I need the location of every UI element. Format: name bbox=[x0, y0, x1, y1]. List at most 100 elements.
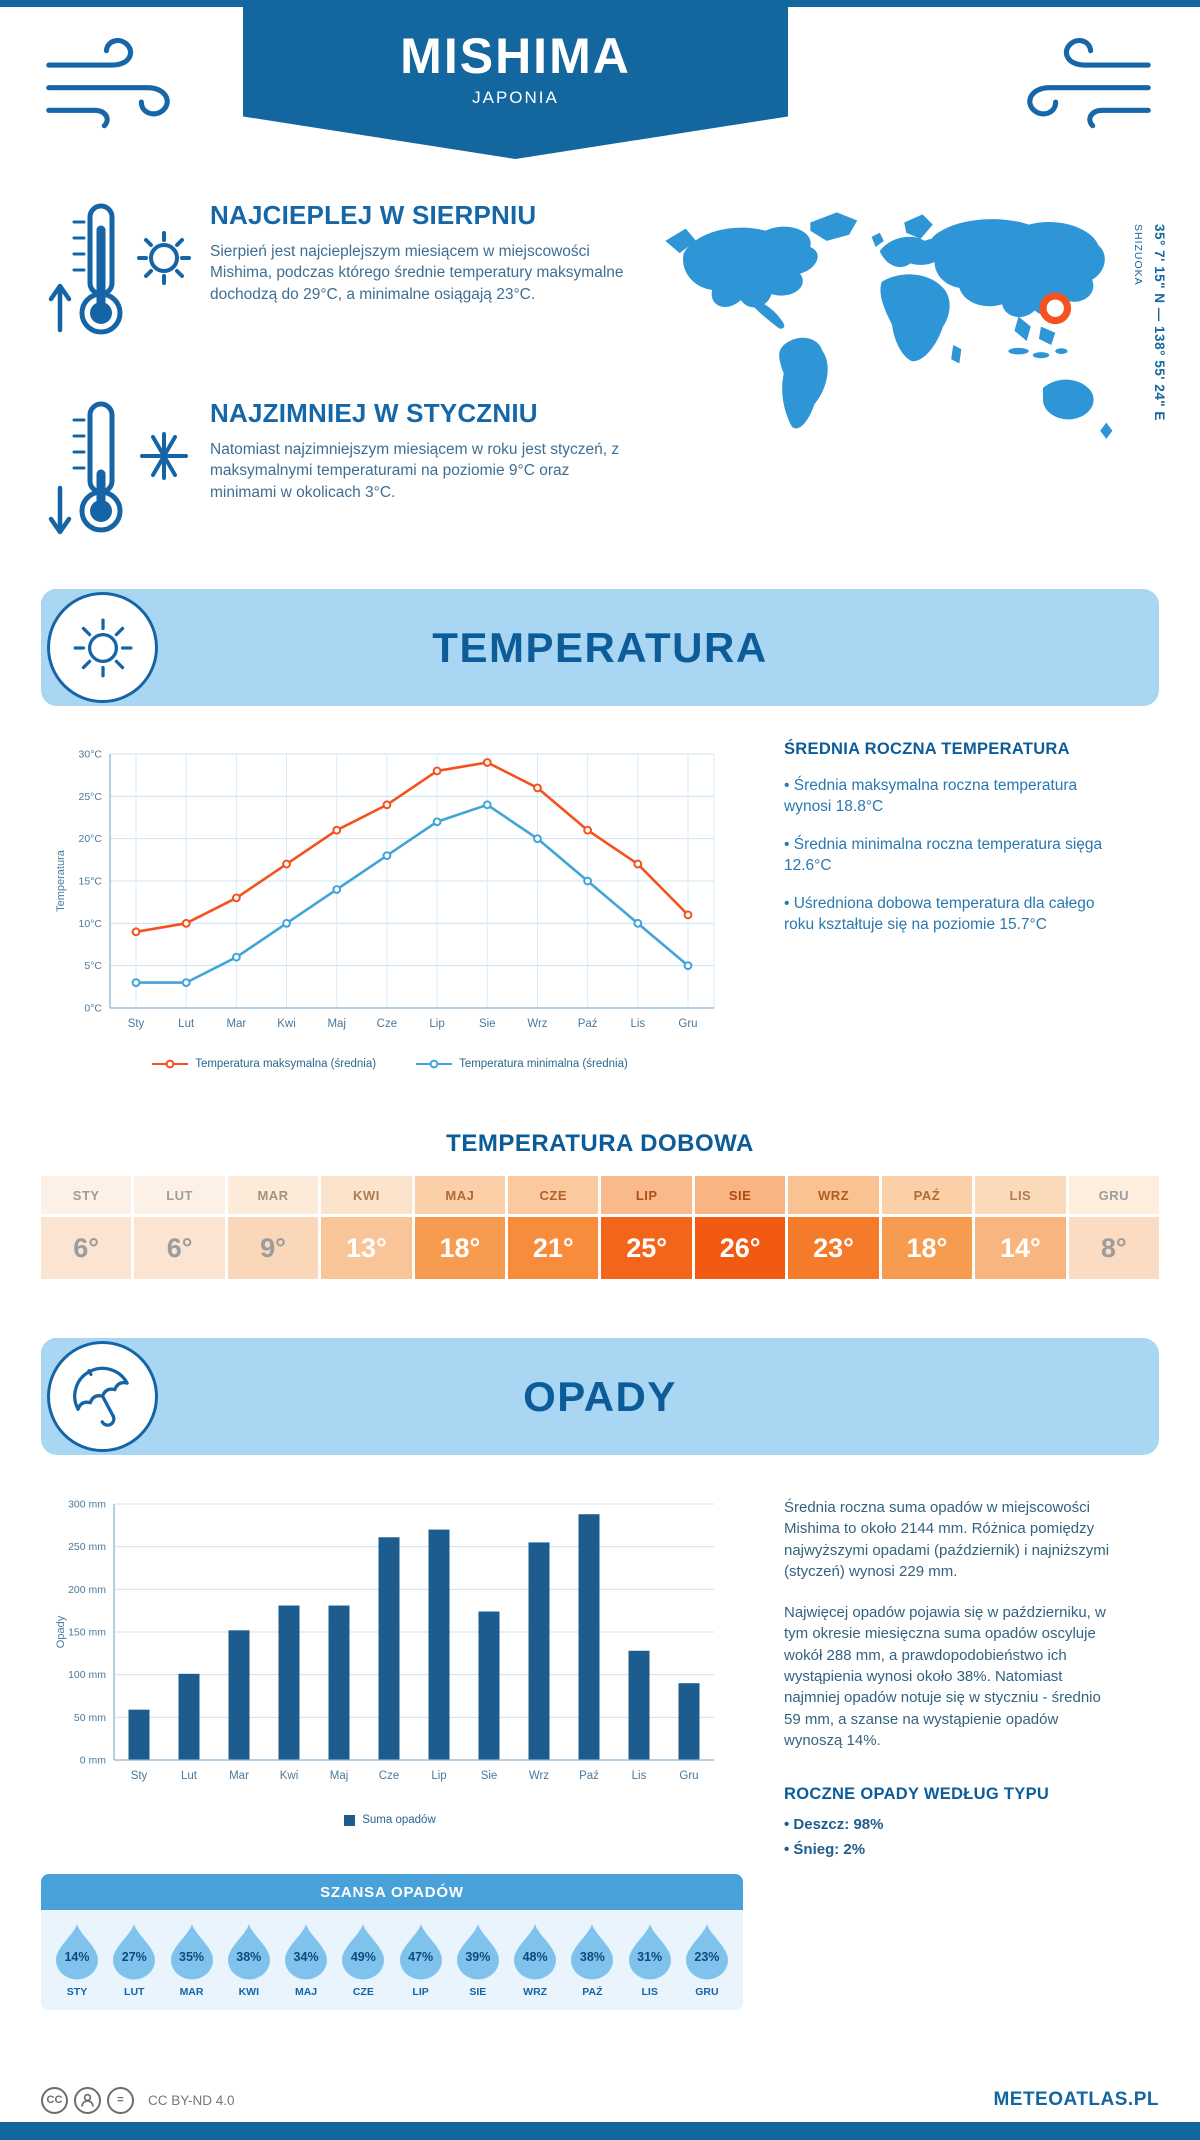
daily-temp-column: KWI 13° bbox=[321, 1176, 412, 1279]
daily-temp-value: 18° bbox=[881, 1217, 973, 1279]
rain-chance-month: SIE bbox=[469, 1986, 487, 1998]
precipitation-chart-legend: Suma opadów bbox=[50, 1814, 730, 1826]
temperature-chart: 0°C 5°C 10°C 15°C 20°C 25°C 30°C Sty Lut Mar Kwi Ma… bbox=[50, 738, 730, 1050]
sun-icon bbox=[137, 231, 191, 285]
raindrop-icon: 38% bbox=[569, 1922, 615, 1980]
daily-temp-column: MAR 9° bbox=[227, 1176, 319, 1279]
svg-text:Sty: Sty bbox=[128, 1018, 145, 1030]
rain-chance-value: 39% bbox=[465, 1950, 491, 1964]
rain-chance-month: KWI bbox=[238, 1986, 259, 1998]
rain-chance-month: CZE bbox=[352, 1986, 374, 1998]
rain-chance-item: 39% SIE bbox=[452, 1922, 504, 1998]
svg-text:0°C: 0°C bbox=[84, 1003, 102, 1015]
svg-text:Cze: Cze bbox=[377, 1018, 397, 1030]
wind-icon bbox=[1027, 37, 1151, 129]
temperature-bullet: • Średnia minimalna roczna temperatura s… bbox=[784, 835, 1103, 874]
rain-chance-item: 23% GRU bbox=[681, 1922, 733, 1998]
temperature-section-title: TEMPERATURA bbox=[432, 623, 768, 671]
rain-chance-month: PAŹ bbox=[582, 1986, 603, 1998]
band-background bbox=[41, 589, 1159, 706]
daily-temp-month: KWI bbox=[321, 1176, 412, 1214]
svg-text:Lis: Lis bbox=[630, 1018, 645, 1030]
daily-temp-value: 25° bbox=[601, 1217, 692, 1279]
svg-text:200 mm: 200 mm bbox=[68, 1584, 106, 1596]
daily-temp-column: STY 6° bbox=[41, 1176, 132, 1279]
svg-text:Gru: Gru bbox=[678, 1018, 697, 1030]
daily-temp-value: 6° bbox=[41, 1217, 132, 1279]
svg-text:300 mm: 300 mm bbox=[68, 1499, 106, 1511]
rain-chance-item: 48% WRZ bbox=[509, 1922, 561, 1998]
daily-temp-month: CZE bbox=[508, 1176, 599, 1214]
temperature-summary: ŚREDNIA ROCZNA TEMPERATURA • Średnia mak… bbox=[784, 740, 1119, 936]
svg-text:Lut: Lut bbox=[178, 1018, 195, 1030]
daily-temp-month: GRU bbox=[1068, 1176, 1159, 1214]
rain-chance-value: 38% bbox=[579, 1950, 605, 1964]
svg-text:Sie: Sie bbox=[479, 1018, 496, 1030]
svg-text:Wrz: Wrz bbox=[527, 1018, 547, 1030]
precipitation-section-title: OPADY bbox=[523, 1372, 677, 1420]
daily-temp-month: MAR bbox=[227, 1176, 319, 1214]
daily-temp-column: SIE 26° bbox=[694, 1176, 786, 1279]
rain-chance-panel: SZANSA OPADÓW 14% STY 27% LUT 35% MAR 38% KWI 34… bbox=[41, 1874, 743, 2010]
svg-text:250 mm: 250 mm bbox=[68, 1541, 106, 1553]
rain-chance-item: 47% LIP bbox=[395, 1922, 447, 1998]
daily-temp-month: SIE bbox=[694, 1176, 786, 1214]
rain-chance-item: 27% LUT bbox=[108, 1922, 160, 1998]
rain-chance-value: 35% bbox=[179, 1950, 205, 1964]
svg-text:150 mm: 150 mm bbox=[68, 1627, 106, 1639]
precipitation-summary: Średnia roczna suma opadów w miejscowośc… bbox=[784, 1497, 1119, 1858]
svg-text:30°C: 30°C bbox=[79, 749, 103, 761]
temperature-line-chart: 0°C 5°C 10°C 15°C 20°C 25°C 30°C Sty Lut Mar Kwi Ma… bbox=[55, 749, 715, 1030]
daily-temp-month: LUT bbox=[134, 1176, 225, 1214]
rain-chance-item: 38% KWI bbox=[223, 1922, 275, 1998]
arrow-down-icon bbox=[48, 485, 72, 535]
rain-chance-item: 38% PAŹ bbox=[566, 1922, 618, 1998]
svg-text:Sie: Sie bbox=[481, 1770, 498, 1782]
raindrop-icon: 23% bbox=[684, 1922, 730, 1980]
precipitation-paragraph: Najwięcej opadów pojawia się w październ… bbox=[784, 1604, 1106, 1749]
raindrop-icon: 31% bbox=[627, 1922, 673, 1980]
precipitation-chart: 0 mm 50 mm 100 mm 150 mm 200 mm 250 mm 300 mm S… bbox=[50, 1490, 730, 1802]
wind-icon bbox=[46, 37, 170, 129]
raindrop-icon: 35% bbox=[169, 1922, 215, 1980]
precipitation-section-header: OPADY bbox=[41, 1338, 1159, 1455]
rain-chance-value: 27% bbox=[121, 1950, 147, 1964]
world-map bbox=[665, 212, 1113, 439]
svg-text:Opady: Opady bbox=[55, 1615, 67, 1648]
daily-temp-column: LUT 6° bbox=[134, 1176, 225, 1279]
temperature-summary-heading: ŚREDNIA ROCZNA TEMPERATURA bbox=[784, 740, 1070, 758]
band-icon-holder bbox=[47, 1341, 158, 1452]
band-background bbox=[41, 1338, 1159, 1455]
daily-temp-column: MAJ 18° bbox=[414, 1176, 506, 1279]
page-title: MISHIMA bbox=[400, 28, 631, 84]
cc-icon: CC bbox=[41, 2086, 68, 2114]
raindrop-icon: 34% bbox=[283, 1922, 329, 1980]
rain-chance-month: LIP bbox=[412, 1986, 429, 1998]
raindrop-icon: 47% bbox=[398, 1922, 444, 1980]
title-banner: MISHIMA JAPONIA bbox=[243, 7, 788, 159]
daily-temp-column: LIP 25° bbox=[601, 1176, 692, 1279]
temperature-bullet: • Uśredniona dobowa temperatura dla całe… bbox=[784, 894, 1095, 933]
svg-text:Paź: Paź bbox=[579, 1770, 599, 1782]
svg-text:Sty: Sty bbox=[131, 1770, 148, 1782]
temperature-section-header: TEMPERATURA bbox=[41, 589, 1159, 706]
rain-chance-month: LUT bbox=[124, 1986, 145, 1998]
daily-temp-month: WRZ bbox=[788, 1176, 879, 1214]
legend-item: Temperatura minimalna (średnia) bbox=[416, 1058, 628, 1070]
map-coordinates: 35° 7' 15" N — 138° 55' 24" E bbox=[1152, 224, 1167, 421]
raindrop-icon: 49% bbox=[340, 1922, 386, 1980]
daily-temp-month: LIP bbox=[601, 1176, 692, 1214]
rain-chance-value: 23% bbox=[694, 1950, 720, 1964]
svg-text:Lip: Lip bbox=[429, 1018, 444, 1030]
rain-chance-item: 14% STY bbox=[51, 1922, 103, 1998]
daily-temperature-title: TEMPERATURA DOBOWA bbox=[446, 1130, 754, 1157]
daily-temp-value: 21° bbox=[508, 1217, 599, 1279]
thermometer-warm-icon bbox=[48, 203, 191, 335]
rain-chance-month: GRU bbox=[695, 1986, 719, 1998]
daily-temp-month: STY bbox=[41, 1176, 132, 1214]
raindrop-icon: 39% bbox=[455, 1922, 501, 1980]
warmest-heading: NAJCIEPLEJ W SIERPNIU bbox=[210, 200, 537, 230]
equals-icon: = bbox=[107, 2086, 134, 2114]
band-icon-holder bbox=[47, 592, 158, 703]
bottom-border-bar bbox=[0, 2122, 1200, 2140]
